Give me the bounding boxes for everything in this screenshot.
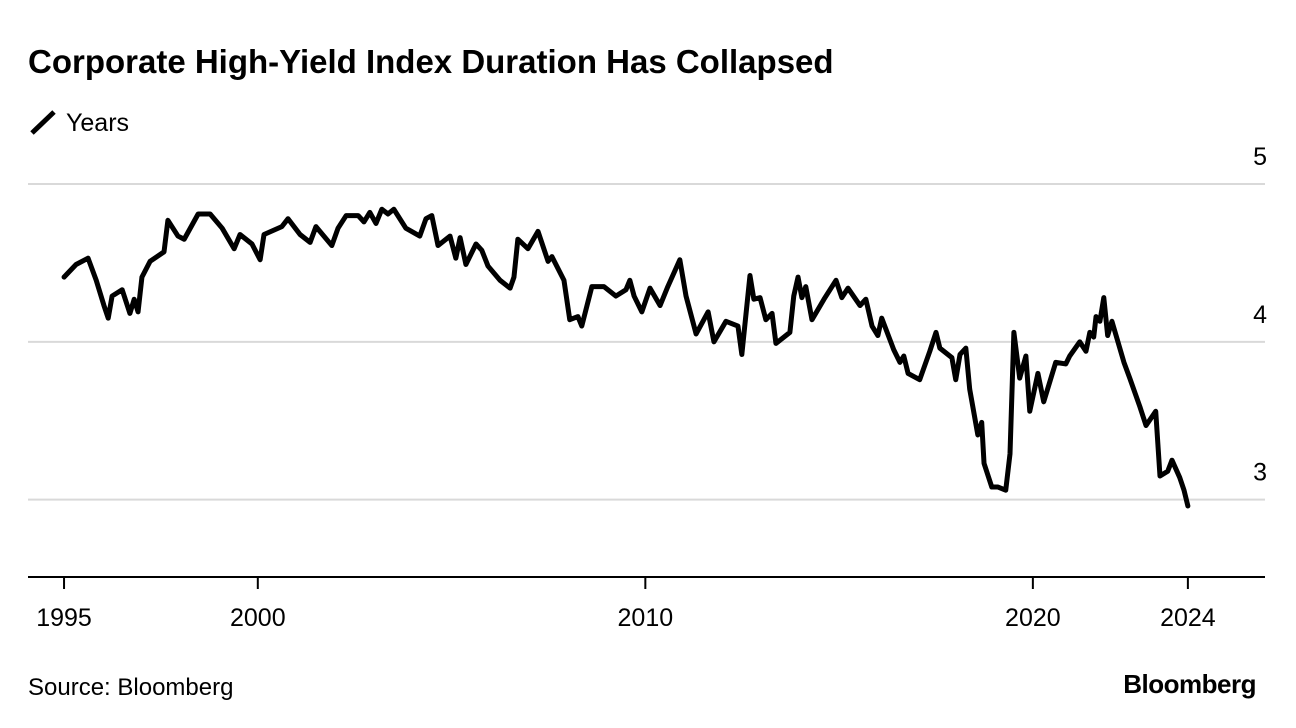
x-tick-label: 1995 bbox=[36, 604, 92, 632]
source: Source: Bloomberg bbox=[28, 674, 233, 701]
legend-swatch bbox=[30, 110, 56, 135]
y-tick-label: 3 bbox=[1253, 459, 1267, 487]
chart-title: Corporate High-Yield Index Duration Has … bbox=[28, 43, 834, 80]
y-tick-label: 5 bbox=[1253, 143, 1267, 171]
x-tick-label: 2010 bbox=[618, 604, 674, 632]
x-tick-label: 2000 bbox=[230, 604, 286, 632]
logo: Bloomberg bbox=[1123, 669, 1256, 699]
x-tick-label: 2020 bbox=[1005, 604, 1061, 632]
y-tick-label: 4 bbox=[1253, 301, 1267, 329]
series-line bbox=[61, 206, 1191, 509]
x-tick-label: 2024 bbox=[1160, 604, 1216, 632]
legend-label: Years bbox=[66, 109, 129, 137]
